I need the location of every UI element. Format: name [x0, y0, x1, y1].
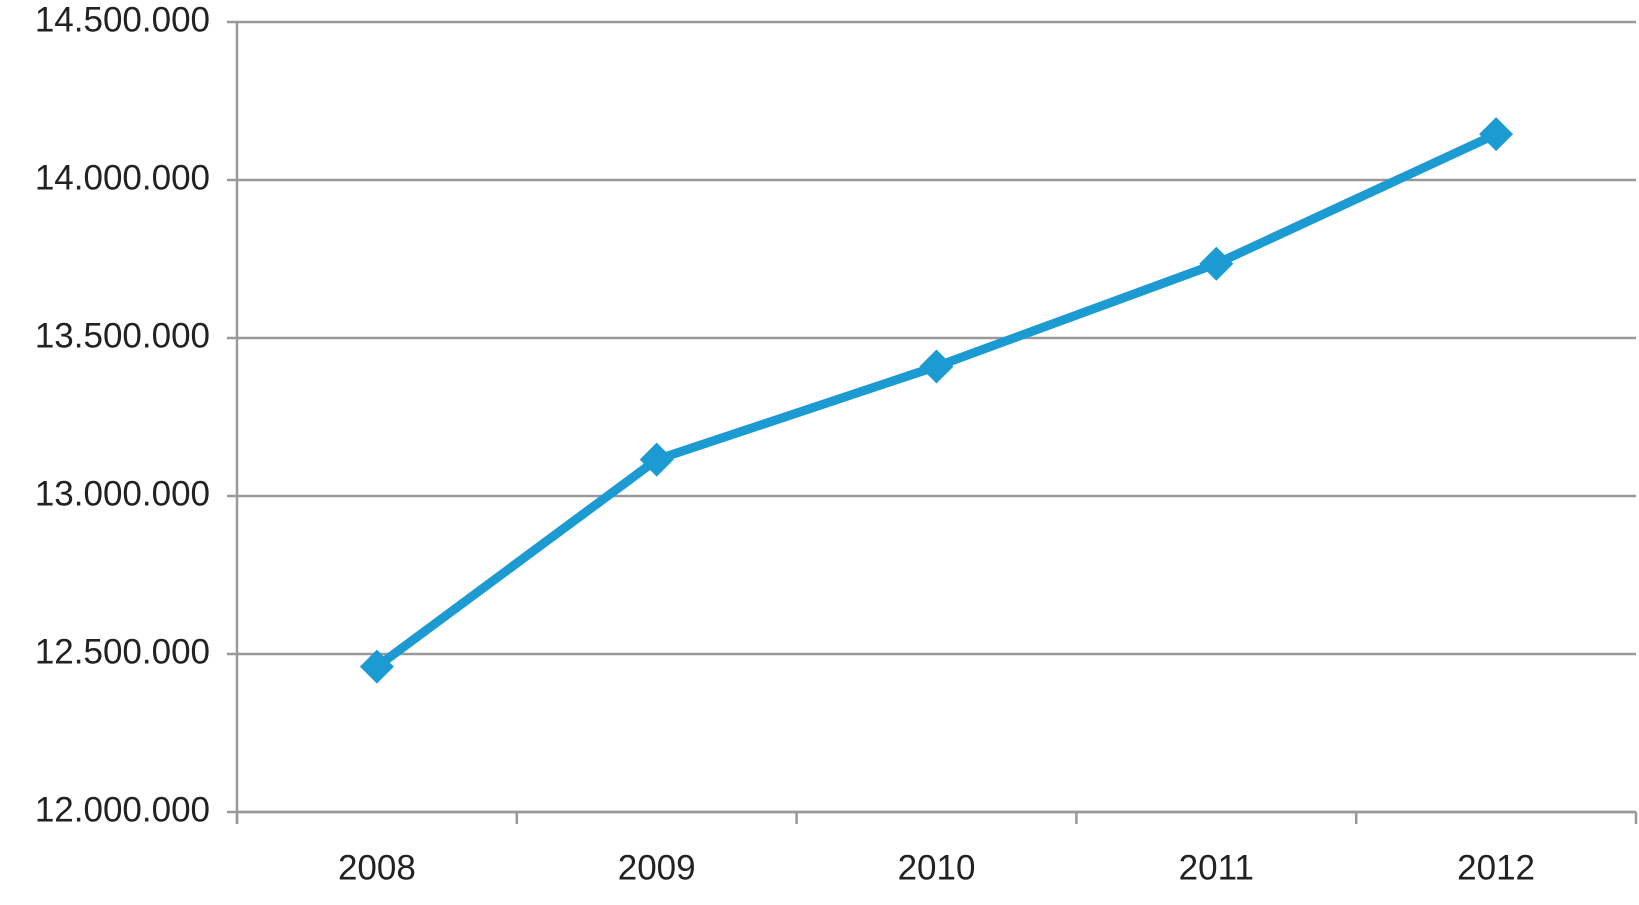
marker — [359, 649, 394, 684]
x-tick-label: 2008 — [338, 848, 416, 887]
x-tick-label: 2009 — [618, 848, 696, 887]
y-tick-label: 14.500.000 — [35, 0, 210, 39]
y-tick-label: 12.500.000 — [35, 632, 210, 671]
x-tick-label: 2010 — [898, 848, 976, 887]
y-tick-label: 13.000.000 — [35, 474, 210, 513]
marker — [1479, 117, 1514, 152]
marker — [639, 442, 674, 477]
y-tick-label: 12.000.000 — [35, 790, 210, 829]
x-tick-label: 2011 — [1179, 848, 1254, 887]
y-tick-label: 13.500.000 — [35, 316, 210, 355]
y-tick-label: 14.000.000 — [35, 158, 210, 197]
line — [374, 130, 1498, 671]
marker — [1199, 246, 1234, 281]
x-tick-label: 2012 — [1457, 848, 1535, 887]
marker — [919, 349, 954, 384]
